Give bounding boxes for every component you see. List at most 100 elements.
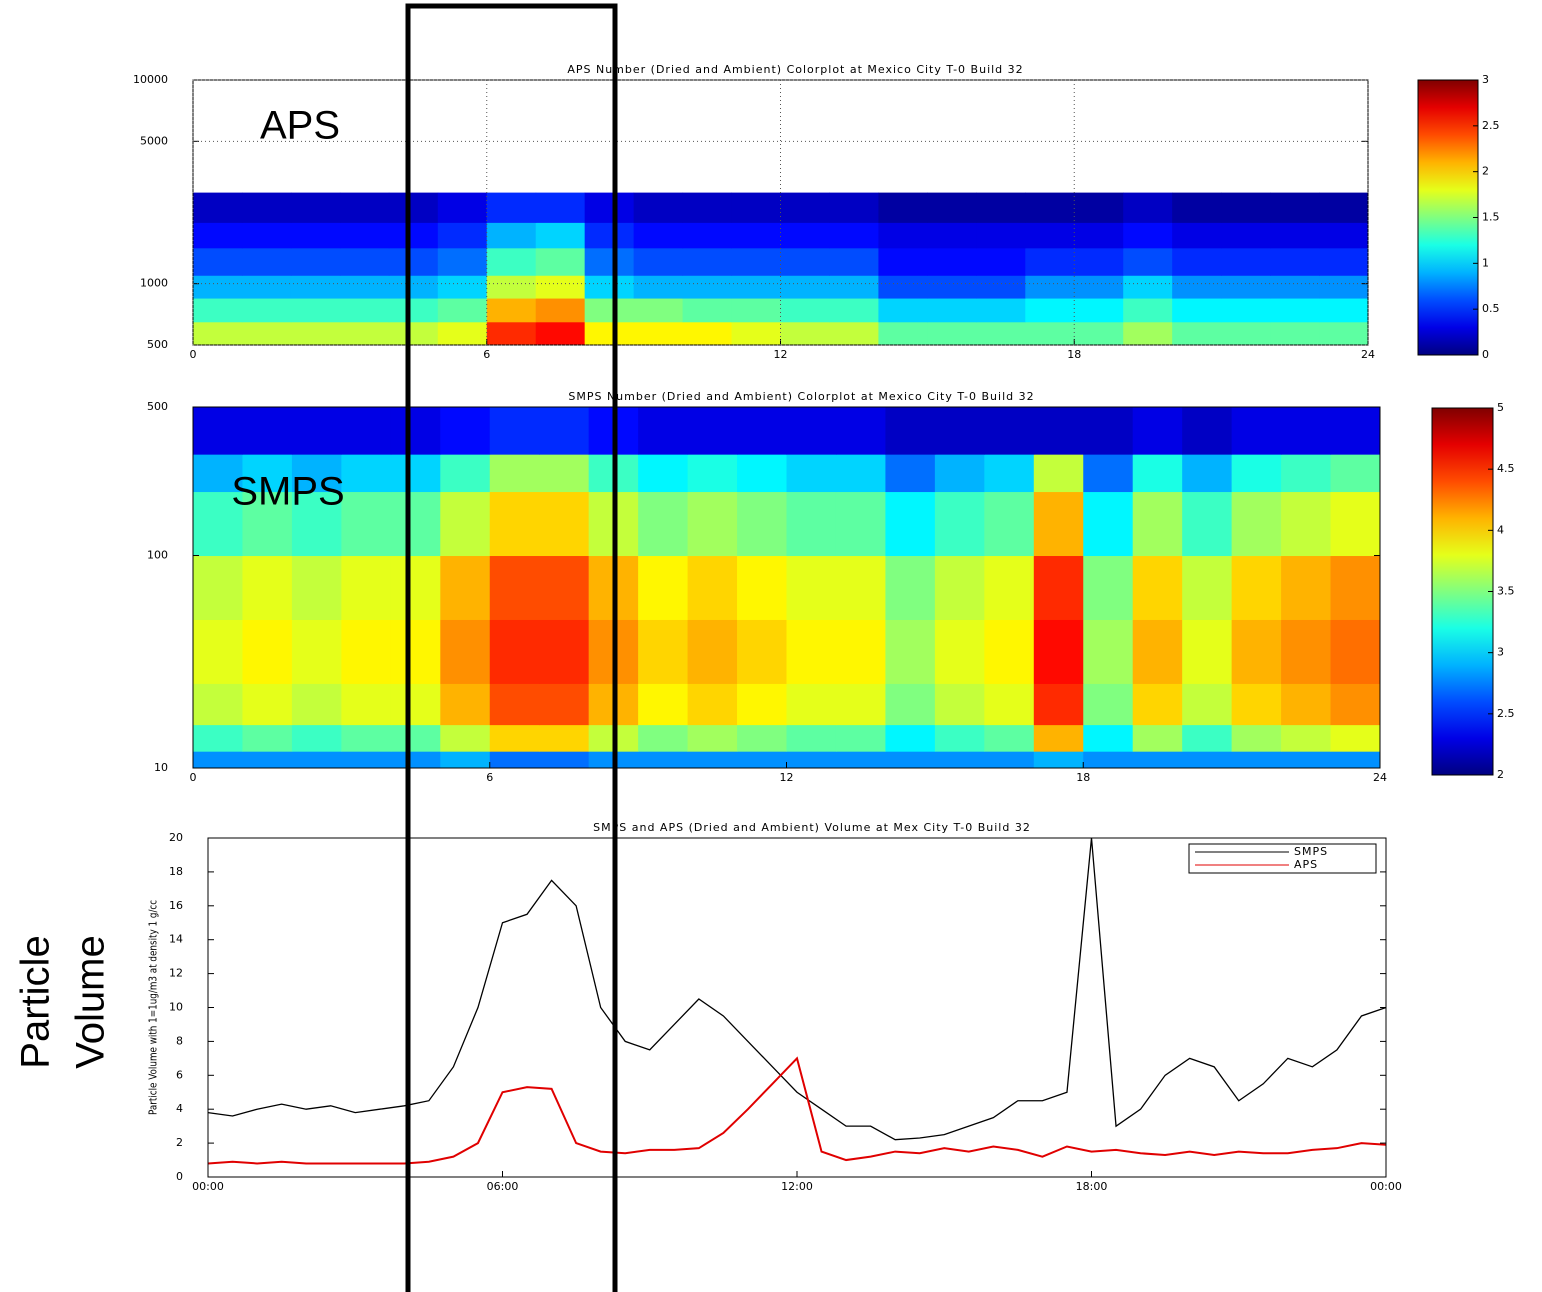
colorbar [1417,79,1479,356]
heatmap-cell [341,407,392,455]
heatmap-cell [341,683,392,726]
heatmap-cell [437,192,488,223]
heatmap-cell [489,724,540,752]
heatmap-cell [731,247,781,276]
heatmap-cell [486,222,537,249]
heatmap-cell [390,454,441,493]
heatmap-cell [786,407,837,455]
heatmap-cell [1319,247,1369,276]
heatmap-cell [339,321,390,346]
heatmap-cell [1281,555,1332,620]
heatmap-cell [638,683,689,726]
heatmap-cell [341,724,392,752]
heatmap-cell [638,751,689,769]
heatmap-cell [638,555,689,620]
heatmap-cell [633,275,684,299]
heatmap-cell [638,407,689,455]
heatmap-cell [780,298,830,323]
heatmap-cell [1319,222,1369,249]
heatmap-cell [584,222,635,249]
heatmap-cell [291,751,342,769]
heatmap-cell [390,555,441,620]
heatmap-cell [290,247,341,276]
heatmap-cell [786,555,837,620]
heatmap-cell [878,275,928,299]
heatmap-cell [339,192,390,223]
heatmap-cell [486,275,537,299]
heatmap-cell [1182,724,1233,752]
y-tick-label: 2 [176,1136,183,1149]
x-tick-label: 18 [1076,771,1090,784]
heatmap-cell [885,751,936,769]
heatmap-cell [291,491,342,557]
heatmap-cell [976,222,1026,249]
heatmap-cell [984,555,1035,620]
heatmap-cell [1182,407,1233,455]
x-tick-label: 24 [1361,348,1375,361]
colorbar [1431,407,1494,776]
heatmap-cell [633,298,684,323]
heatmap-cell [1330,619,1381,684]
heatmap-cell [1033,555,1084,620]
heatmap-cell [1319,192,1369,223]
heatmap-cell [1132,555,1183,620]
heatmap-cell [193,683,243,726]
colorbar-tick-label: 2.5 [1482,119,1500,132]
heatmap-cell [341,491,392,557]
heatmap-cell [934,619,985,684]
heatmap-cell [1132,491,1183,557]
heatmap-cell [737,751,787,769]
heatmap-cell [339,298,390,323]
heatmap-cell [638,724,689,752]
heatmap-cell [737,491,787,557]
heatmap-cell [682,321,733,346]
heatmap-cell [737,407,787,455]
y-tick-label: 16 [169,899,183,912]
heatmap-cell [489,555,540,620]
heatmap-cell [1074,321,1124,346]
heatmap-cell [687,407,738,455]
heatmap-cell [486,321,537,346]
x-tick-label: 12 [780,771,794,784]
heatmap-cell [241,247,292,276]
y-tick-label: 10 [169,1001,183,1014]
heatmap-cell [737,619,787,684]
heatmap-cell [934,683,985,726]
heatmap-cell [242,491,293,557]
heatmap-cell [835,683,886,726]
heatmap-cell [1281,724,1332,752]
colorbar-tick-label: 3.5 [1497,585,1515,598]
y-tick-label: 8 [176,1034,183,1047]
heatmap-cell [1281,407,1332,455]
heatmap-cell [1074,298,1124,323]
heatmap-cell [489,491,540,557]
heatmap-cell [1074,192,1124,223]
heatmap-cell [193,491,243,557]
heatmap-cell [1231,619,1282,684]
heatmap-cell [927,192,977,223]
panel-label: SMPS [231,470,344,514]
heatmap-cell [1319,321,1369,346]
heatmap-cell [934,407,985,455]
heatmap-cell [927,247,977,276]
heatmap-cell [1281,454,1332,493]
heatmap-cell [1330,555,1381,620]
heatmap-cell [486,247,537,276]
heatmap-cell [1132,454,1183,493]
heatmap-cell [1330,751,1381,769]
y-tick-label: 10000 [133,73,168,86]
heatmap-cell [1033,454,1084,493]
y-tick-label: 500 [147,400,168,413]
heatmap-cell [829,192,879,223]
heatmap-cell [1182,751,1233,769]
heatmap-cell [878,247,928,276]
heatmap-cell [1221,321,1271,346]
heatmap-cell [1231,555,1282,620]
heatmap-cell [440,454,491,493]
heatmap-cell [341,751,392,769]
heatmap-cell [786,724,837,752]
heatmap-cell [1033,683,1084,726]
heatmap-cell [682,222,733,249]
heatmap-cell [539,724,590,752]
heatmap-cell [242,454,293,493]
